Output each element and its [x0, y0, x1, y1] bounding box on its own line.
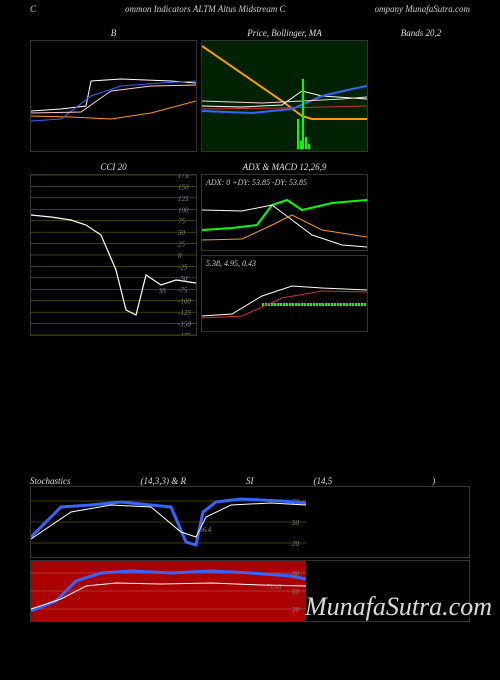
svg-text:75: 75: [178, 218, 186, 226]
panel-cci-wrap: CCI 20 -175-150-125-100-75-50-2502550751…: [30, 160, 197, 336]
chart-cci: -175-150-125-100-75-50-25025507510012515…: [31, 175, 196, 335]
svg-text:-100: -100: [178, 298, 191, 306]
panel-b-title: B: [30, 26, 197, 40]
panel-price: [201, 40, 368, 152]
svg-text:50: 50: [292, 588, 300, 596]
bands-label: Bands 20,2: [372, 26, 470, 152]
rsi-params: (14,5: [314, 476, 333, 486]
panel-adx: ADX: 0 +DY: 53.85 -DY: 53.85: [201, 174, 368, 251]
panel-b: [30, 40, 197, 152]
svg-text:5.38, 4.95, 0.43: 5.38, 4.95, 0.43: [206, 259, 256, 268]
chart-adx: ADX: 0 +DY: 53.85 -DY: 53.85: [202, 175, 367, 250]
svg-text:50: 50: [178, 229, 186, 237]
svg-text:73.43: 73.43: [266, 583, 282, 591]
header-left: C: [30, 4, 36, 14]
panel-price-wrap: Price, Bollinger, MA: [201, 26, 368, 152]
svg-text:96.4: 96.4: [199, 526, 212, 534]
panel-adx-title: ADX & MACD 12,26,9: [201, 160, 368, 174]
panel-cci-title: CCI 20: [30, 160, 197, 174]
header-right: ompany MunafaSutra.com: [375, 4, 471, 14]
svg-text:20: 20: [292, 606, 300, 614]
svg-text:25: 25: [178, 241, 186, 249]
chart-rsi: 20508073.43: [31, 561, 306, 621]
chart-b: [31, 41, 196, 151]
panel-b-wrap: B: [30, 26, 197, 152]
panel-price-title: Price, Bollinger, MA: [201, 26, 368, 40]
panel-macd: 5.38, 4.95, 0.43: [201, 255, 368, 332]
row-3: 20508096.4 20508073.43: [0, 486, 500, 622]
rsi-close: ): [432, 476, 435, 486]
panel-stoch: 20508096.4: [30, 486, 470, 558]
stoch-params: (14,3,3) & R: [141, 476, 187, 486]
row-1: B Price, Bollinger, MA Bands 20,2: [0, 26, 500, 152]
rsi-label: SI: [246, 476, 254, 486]
svg-text:50: 50: [292, 519, 300, 527]
page-header: C ommon Indicators ALTM Altus Midstream …: [0, 0, 500, 18]
svg-text:0: 0: [178, 252, 182, 260]
svg-text:20: 20: [292, 540, 300, 548]
stoch-label: Stochastics: [30, 476, 71, 486]
row-3-titles: Stochastics (14,3,3) & R SI (14,5 ): [0, 476, 500, 486]
svg-text:-175: -175: [178, 332, 191, 335]
panel-rsi: 20508073.43: [30, 560, 470, 622]
svg-text:-150: -150: [178, 321, 191, 329]
svg-text:-75: -75: [178, 286, 188, 294]
svg-text:175: 175: [178, 175, 189, 180]
panel-adx-macd-wrap: ADX & MACD 12,26,9 ADX: 0 +DY: 53.85 -DY…: [201, 160, 368, 336]
svg-text:100: 100: [178, 206, 189, 214]
row-2: CCI 20 -175-150-125-100-75-50-2502550751…: [0, 160, 500, 336]
svg-text:150: 150: [178, 183, 189, 191]
chart-macd: 5.38, 4.95, 0.43: [202, 256, 367, 331]
svg-text:125: 125: [178, 195, 189, 203]
svg-text:-25: -25: [178, 263, 188, 271]
svg-text:SS: SS: [159, 287, 167, 295]
panel-cci: -175-150-125-100-75-50-25025507510012515…: [30, 174, 197, 336]
svg-text:ADX: 0 +DY: 53.85 -DY: 53.85: ADX: 0 +DY: 53.85 -DY: 53.85: [205, 178, 307, 187]
header-center: ommon Indicators ALTM Altus Midstream C: [125, 4, 285, 14]
chart-stoch: 20508096.4: [31, 487, 306, 557]
svg-text:-125: -125: [178, 309, 191, 317]
chart-price: [202, 41, 367, 151]
